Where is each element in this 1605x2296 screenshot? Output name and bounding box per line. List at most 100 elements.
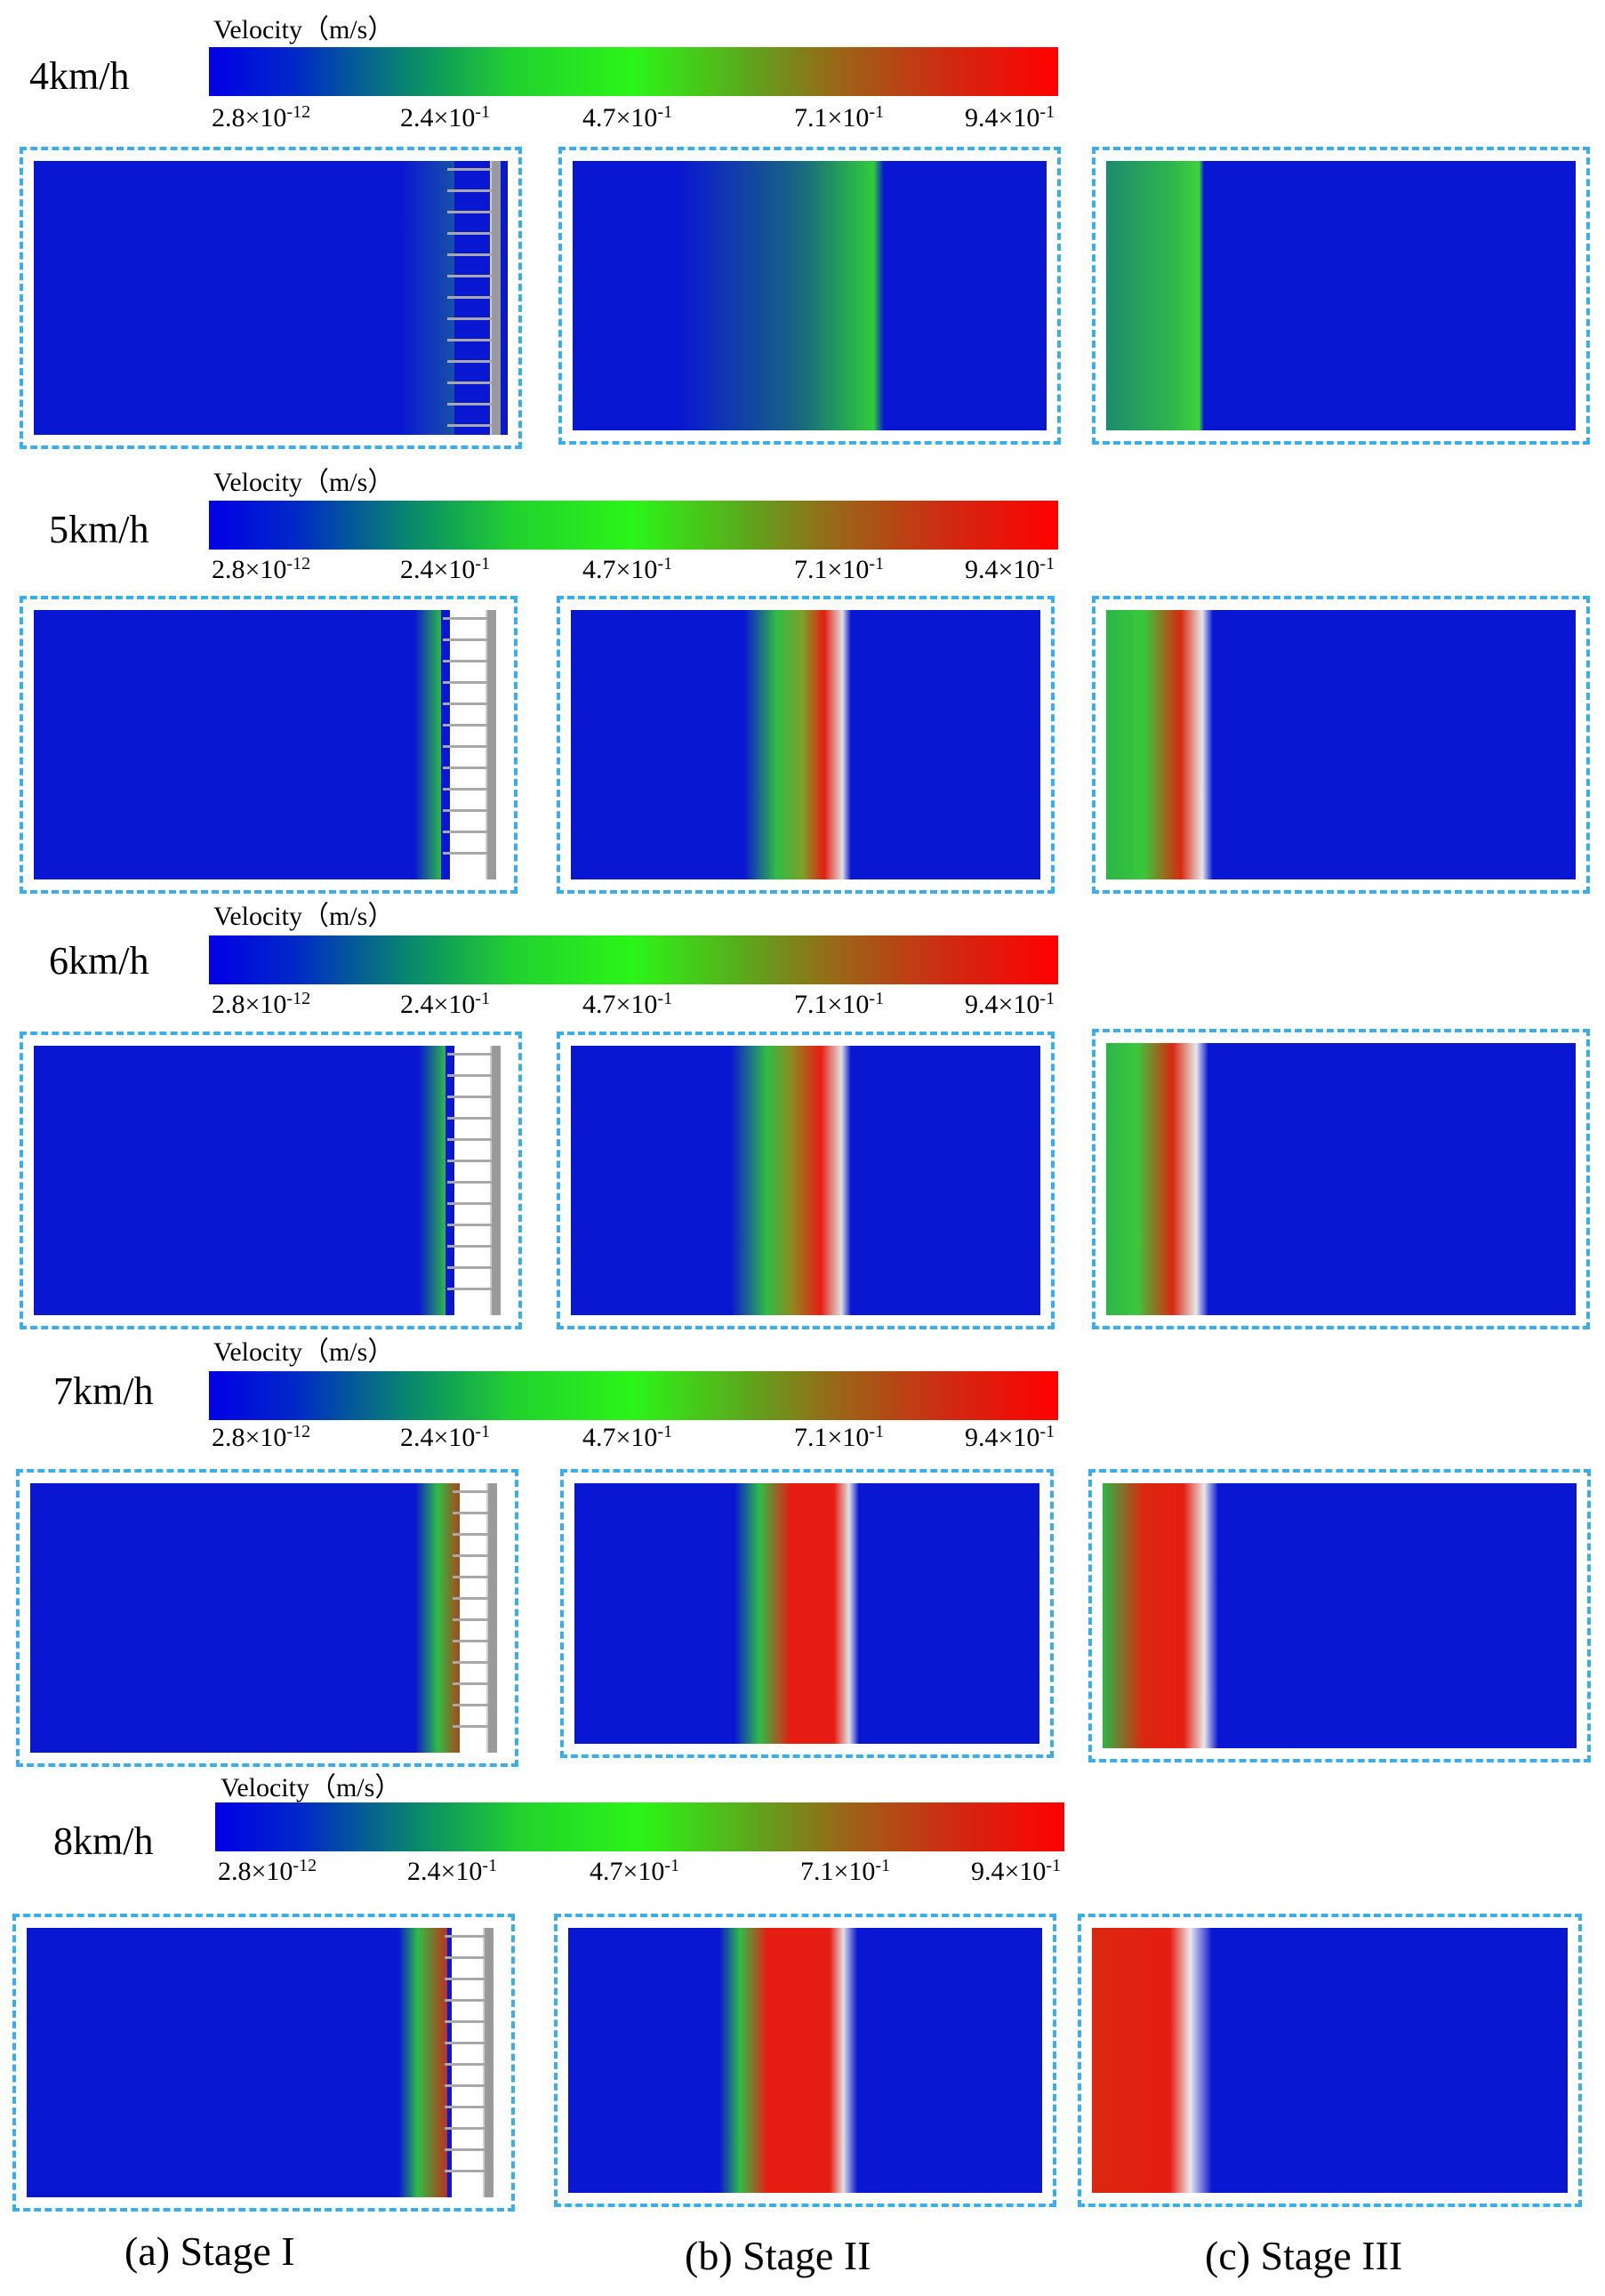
simulation-field: [1092, 1928, 1568, 2193]
tick-label: 2.8×10-12: [212, 102, 311, 132]
panel-stage-3: [1088, 1469, 1591, 1762]
speed-row-7kmh: Velocity（m/s） 7km/h 2.8×10-12 2.4×10-1 4…: [0, 1322, 1605, 1770]
speed-row-8kmh: Velocity（m/s） 8km/h 2.8×10-12 2.4×10-1 4…: [0, 1761, 1605, 2212]
colorbar-title: Velocity（m/s）: [213, 1337, 395, 1367]
colorbar-ticks: 2.8×10-12 2.4×10-1 4.7×10-1 7.1×10-1 9.4…: [0, 554, 1605, 590]
comb-structure: [445, 1928, 501, 2197]
speed-label: 8km/h: [53, 1819, 154, 1863]
tick-label: 7.1×10-1: [794, 1422, 885, 1452]
simulation-field: [1106, 1043, 1576, 1315]
colorbar-ticks: 2.8×10-12 2.4×10-1 4.7×10-1 7.1×10-1 9.4…: [0, 1422, 1605, 1457]
tick-label: 9.4×10-1: [971, 1856, 1062, 1886]
simulation-field: [30, 1483, 504, 1753]
simulation-field: [34, 1046, 508, 1315]
velocity-colorbar: [215, 1802, 1064, 1851]
colorbar-ticks: 2.8×10-12 2.4×10-1 4.7×10-1 7.1×10-1 9.4…: [0, 1856, 1605, 1891]
particle-band: [744, 610, 851, 879]
simulation-field: [568, 1928, 1042, 2193]
colorbar-title: Velocity（m/s）: [221, 1773, 402, 1802]
simulation-field: [1106, 161, 1576, 430]
panel-stage-1: [20, 147, 522, 449]
panel-stage-1: [12, 1914, 515, 2212]
simulation-field: [571, 1046, 1040, 1315]
tick-label: 9.4×10-1: [965, 554, 1055, 584]
speed-label: 6km/h: [49, 939, 149, 983]
tick-label: 2.4×10-1: [400, 554, 491, 584]
colorbar-title: Velocity（m/s）: [213, 15, 395, 44]
panel-stage-3: [1078, 1914, 1582, 2207]
particle-band: [1106, 161, 1204, 430]
panel-stage-2: [557, 1032, 1055, 1329]
panel-stage-2: [557, 596, 1055, 894]
caption-stage-2: (b) Stage II: [685, 2233, 871, 2278]
panel-stage-1: [20, 596, 518, 894]
particle-band: [419, 1046, 445, 1315]
simulation-field: [571, 610, 1040, 879]
tick-label: 2.8×10-12: [218, 1856, 317, 1886]
tick-label: 4.7×10-1: [582, 102, 673, 132]
tick-label: 4.7×10-1: [582, 1422, 673, 1452]
panel-stage-2: [558, 147, 1061, 445]
tick-label: 2.4×10-1: [400, 989, 491, 1019]
velocity-colorbar: [209, 501, 1058, 550]
particle-band: [731, 1046, 851, 1315]
panel-stage-3: [1092, 1029, 1590, 1329]
speed-label: 5km/h: [49, 508, 149, 551]
simulation-field: [574, 1483, 1039, 1744]
comb-structure: [453, 1483, 504, 1753]
simulation-field: [34, 161, 508, 435]
panel-stage-2: [554, 1914, 1056, 2207]
speed-label: 7km/h: [53, 1369, 154, 1413]
particle-band: [734, 1483, 859, 1744]
speed-row-6kmh: Velocity（m/s） 6km/h 2.8×10-12 2.4×10-1 4…: [0, 887, 1605, 1334]
panel-stage-3: [1092, 147, 1590, 445]
comb-structure: [443, 610, 503, 879]
particle-band: [719, 1928, 857, 2193]
tick-label: 9.4×10-1: [965, 102, 1055, 132]
speed-label: 4km/h: [29, 54, 130, 98]
particle-band: [1103, 1483, 1218, 1748]
particle-band: [398, 1928, 447, 2197]
particle-band: [1106, 1043, 1208, 1315]
particle-band: [1106, 610, 1213, 879]
particle-band: [415, 1483, 460, 1753]
tick-label: 7.1×10-1: [794, 554, 885, 584]
tick-label: 7.1×10-1: [794, 102, 885, 132]
tick-label: 7.1×10-1: [794, 989, 885, 1019]
colorbar-ticks: 2.8×10-12 2.4×10-1 4.7×10-1 7.1×10-1 9.4…: [0, 989, 1605, 1024]
comb-structure: [445, 161, 508, 435]
colorbar-ticks: 2.8×10-12 2.4×10-1 4.7×10-1 7.1×10-1 9.4…: [0, 102, 1605, 138]
colorbar-title: Velocity（m/s）: [213, 468, 395, 497]
tick-label: 4.7×10-1: [582, 554, 673, 584]
panel-stage-1: [16, 1469, 518, 1767]
panel-stage-1: [20, 1032, 522, 1329]
comb-structure: [447, 1046, 508, 1315]
particle-band: [1092, 1928, 1212, 2193]
velocity-colorbar: [209, 47, 1058, 96]
particle-band: [679, 161, 884, 430]
tick-label: 2.4×10-1: [400, 1422, 491, 1452]
tick-label: 9.4×10-1: [965, 1422, 1055, 1452]
caption-stage-1: (a) Stage I: [124, 2228, 295, 2274]
simulation-field: [1106, 610, 1576, 879]
simulation-field: [27, 1928, 501, 2197]
velocity-colorbar: [209, 935, 1058, 984]
simulation-field: [34, 610, 503, 879]
tick-label: 4.7×10-1: [590, 1856, 680, 1886]
particle-band: [401, 161, 454, 435]
simulation-field: [1103, 1483, 1577, 1748]
particle-band: [414, 610, 441, 879]
tick-label: 2.4×10-1: [407, 1856, 498, 1886]
tick-label: 2.8×10-12: [212, 989, 311, 1019]
tick-label: 2.8×10-12: [212, 554, 311, 584]
speed-row-5kmh: Velocity（m/s） 5km/h 2.8×10-12 2.4×10-1 4…: [0, 449, 1605, 896]
velocity-colorbar: [209, 1371, 1058, 1420]
simulation-field: [573, 161, 1047, 430]
panel-stage-2: [560, 1469, 1054, 1758]
tick-label: 2.8×10-12: [212, 1422, 311, 1452]
speed-row-4kmh: Velocity（m/s） 4km/h 2.8×10-12 2.4×10-1 4…: [0, 0, 1605, 449]
caption-stage-3: (c) Stage III: [1205, 2233, 1403, 2278]
tick-label: 2.4×10-1: [400, 102, 491, 132]
tick-label: 4.7×10-1: [582, 989, 673, 1019]
colorbar-title: Velocity（m/s）: [213, 902, 395, 931]
